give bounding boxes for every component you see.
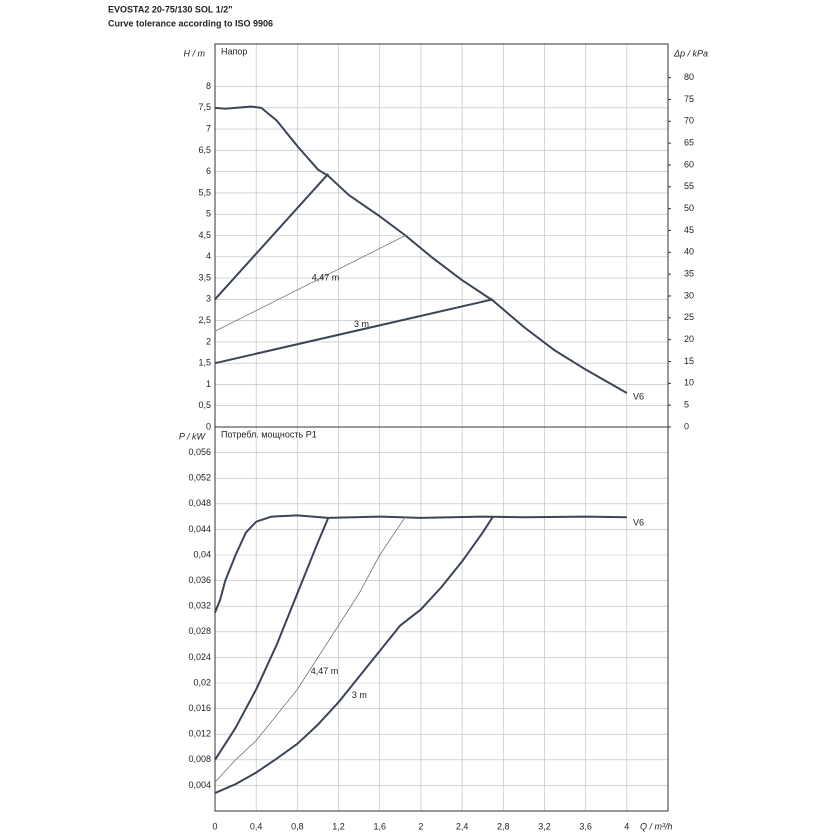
- x-axis-title: Q / m³/h: [640, 821, 673, 831]
- y-tick-label: 6: [206, 166, 211, 176]
- y2-tick-label: 5: [684, 400, 689, 410]
- curve: [214, 105, 628, 394]
- y-axis-title: H / m: [184, 48, 206, 58]
- plot-frame: [214, 426, 669, 812]
- y-tick-label: 0,004: [188, 780, 211, 790]
- y2-tick-label: 20: [684, 334, 694, 344]
- y-tick-label: 4,5: [198, 230, 211, 240]
- curve: [214, 514, 627, 613]
- y2-tick-label: 60: [684, 159, 694, 169]
- y-tick-label: 6,5: [198, 145, 211, 155]
- y-tick-label: 4: [206, 251, 211, 261]
- annotation: 3 m: [352, 690, 367, 700]
- y-tick-label: 8: [206, 81, 211, 91]
- plot-title: Потребл. мощность P1: [221, 429, 317, 439]
- x-tick-label: 2: [418, 821, 423, 831]
- x-tick-label: 3,2: [538, 821, 551, 831]
- annotation: V6: [633, 517, 644, 527]
- y-tick-label: 5,5: [198, 187, 211, 197]
- y2-tick-label: 0: [684, 421, 689, 431]
- y2-tick-label: 65: [684, 138, 694, 148]
- y2-tick-label: 15: [684, 356, 694, 366]
- y-tick-label: 1,5: [198, 358, 211, 368]
- y-tick-label: 0,052: [188, 473, 211, 483]
- x-tick-label: 0: [212, 821, 217, 831]
- y2-tick-label: 70: [684, 116, 694, 126]
- y2-axis-title: Δp / kPa: [673, 48, 708, 58]
- y-tick-label: 0,044: [188, 524, 211, 534]
- curve: [214, 516, 406, 783]
- y-tick-label: 2,5: [198, 315, 211, 325]
- x-tick-label: 0,4: [250, 821, 263, 831]
- x-tick-label: 2,4: [456, 821, 469, 831]
- y2-tick-label: 80: [684, 72, 694, 82]
- header-title: EVOSTA2 20-75/130 SOL 1/2": [108, 4, 233, 14]
- y-tick-label: 0,02: [193, 677, 211, 687]
- curve: [214, 298, 494, 365]
- y2-tick-label: 45: [684, 225, 694, 235]
- y-tick-label: 0,028: [188, 626, 211, 636]
- annotation: V6: [633, 392, 644, 402]
- y-tick-label: 2: [206, 336, 211, 346]
- y2-tick-label: 30: [684, 290, 694, 300]
- plot-title: Напор: [221, 46, 247, 56]
- x-tick-label: 3,6: [579, 821, 592, 831]
- y-tick-label: 0,008: [188, 754, 211, 764]
- x-tick-label: 4: [624, 821, 629, 831]
- x-tick-label: 2,8: [497, 821, 510, 831]
- x-tick-label: 1,2: [332, 821, 345, 831]
- curve: [214, 517, 330, 761]
- annotation: 4,47 m: [311, 666, 339, 676]
- y-tick-label: 0,04: [193, 549, 211, 559]
- y2-tick-label: 75: [684, 94, 694, 104]
- y-tick-label: 0,056: [188, 447, 211, 457]
- y2-tick-label: 10: [684, 378, 694, 388]
- y-tick-label: 7: [206, 123, 211, 133]
- header-subtitle: Curve tolerance according to ISO 9906: [108, 18, 273, 28]
- x-tick-label: 0,8: [291, 821, 304, 831]
- y2-tick-label: 25: [684, 312, 694, 322]
- y2-tick-label: 50: [684, 203, 694, 213]
- x-tick-label: 1,6: [373, 821, 386, 831]
- y-tick-label: 7,5: [198, 102, 211, 112]
- y-tick-label: 1: [206, 379, 211, 389]
- curve: [214, 516, 494, 794]
- y2-tick-label: 55: [684, 181, 694, 191]
- y-tick-label: 0,012: [188, 729, 211, 739]
- y-tick-label: 0,024: [188, 652, 211, 662]
- curve: [214, 235, 406, 332]
- y-tick-label: 3: [206, 294, 211, 304]
- y-tick-label: 0: [206, 421, 211, 431]
- y2-tick-label: 40: [684, 247, 694, 257]
- plot-area: [215, 427, 668, 811]
- y-tick-label: 3,5: [198, 272, 211, 282]
- y-tick-label: 5: [206, 209, 211, 219]
- curve: [214, 173, 329, 301]
- y-tick-label: 0,5: [198, 400, 211, 410]
- annotation: 3 m: [354, 319, 369, 329]
- annotation: 4,47 m: [312, 272, 340, 282]
- y-tick-label: 0,048: [188, 498, 211, 508]
- y-axis-title: P / kW: [179, 431, 207, 441]
- y-tick-label: 0,036: [188, 575, 211, 585]
- y-tick-label: 0,032: [188, 601, 211, 611]
- y2-tick-label: 35: [684, 269, 694, 279]
- y-tick-label: 0,016: [188, 703, 211, 713]
